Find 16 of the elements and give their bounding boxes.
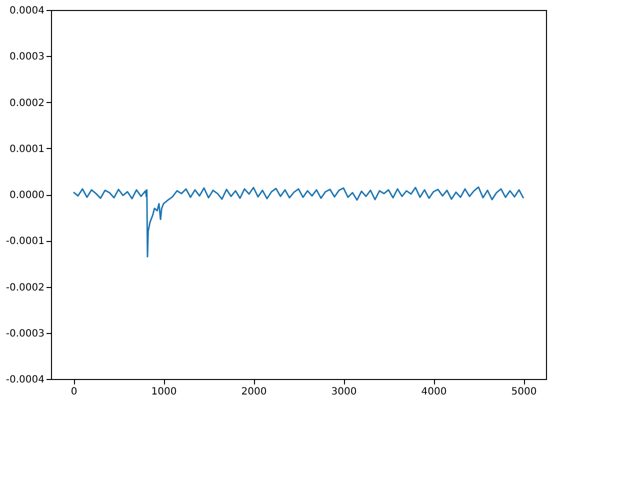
y-tick-label: 0.0000 xyxy=(10,190,44,201)
y-tick-label: 0.0002 xyxy=(10,98,44,109)
x-tick-label: 4000 xyxy=(421,386,447,398)
y-tick-label: -0.0002 xyxy=(6,282,44,294)
x-tick-label: 1000 xyxy=(151,386,177,398)
x-tick-label: 3000 xyxy=(331,386,357,398)
y-tick-label: -0.0001 xyxy=(6,236,44,248)
y-tick-label: -0.0004 xyxy=(6,374,44,386)
y-tick-label: -0.0003 xyxy=(6,328,44,340)
x-tick-label: 0 xyxy=(70,386,78,398)
x-tick-label: 5000 xyxy=(511,386,537,398)
y-tick-label: 0.0003 xyxy=(10,52,44,63)
x-tick-label: 2000 xyxy=(241,386,267,398)
line-series xyxy=(72,186,524,258)
y-tick-label: 0.0004 xyxy=(10,6,44,16)
y-tick-label: 0.0001 xyxy=(10,144,44,155)
